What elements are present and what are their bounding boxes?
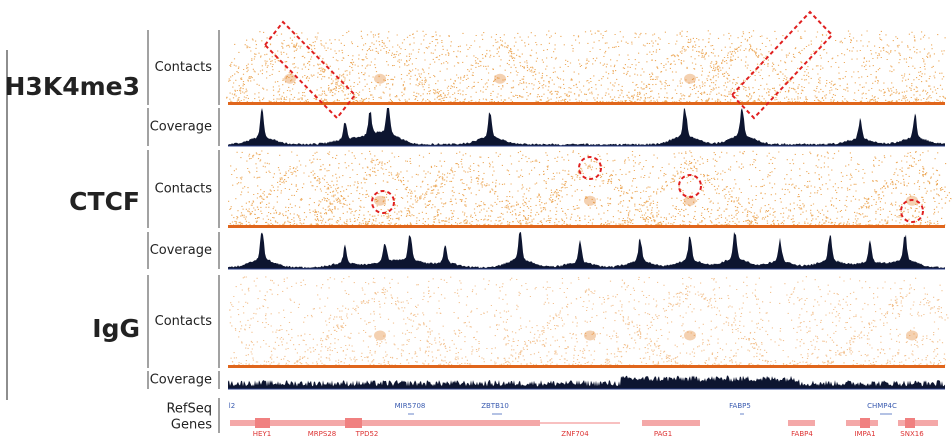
gene-name: FABP5 [729,402,751,410]
track-label: Contacts [155,314,213,329]
contact-hotspot [684,195,696,206]
contact-hotspot [374,73,386,84]
contact-hotspot [584,330,596,341]
highlight-circle [578,156,602,180]
gene-name: ZBTB10 [481,402,509,410]
coverage [228,232,945,269]
gene-name: FABP4 [791,430,813,437]
group-label: CTCF [69,187,140,216]
gene-model [230,420,540,426]
gene-name: TPD52 [355,430,379,437]
gene-name: l2 [229,402,235,410]
gene-name: HEY1 [253,430,271,437]
contact-hotspot [684,73,696,84]
exon [860,418,870,428]
gene-name: IMPA1 [854,430,875,437]
highlight-circle [371,190,395,214]
coverage [228,108,945,146]
contact-hotspot [494,73,506,84]
highlight-circle [678,174,702,198]
gene-model [788,420,815,426]
contact-hotspot [374,330,386,341]
genes-label: RefSeq [166,402,212,417]
diagonal [228,102,945,105]
exon [905,418,915,428]
contact-hotspot [584,195,596,206]
track-label: Coverage [150,120,212,135]
gene-name: CHMP4C [867,402,897,410]
gene-name: PAG1 [654,430,672,437]
gene-model [898,420,938,426]
track-label: Contacts [155,60,213,75]
track-label: Coverage [150,373,212,388]
gene-name: MRPS28 [308,430,336,437]
exon [345,418,362,428]
genes-label: Genes [171,418,212,433]
contact-map [228,150,952,227]
group-label: H3K4me3 [5,72,141,101]
diagonal [228,365,945,368]
contact-map [229,276,949,367]
exon [255,418,270,428]
track-label: Coverage [150,243,212,258]
contact-hotspot [684,330,696,341]
contact-hotspot [906,330,918,341]
group-label: IgG [92,314,140,343]
gene-model [642,420,700,426]
contact-hotspot [284,73,296,84]
gene-name: SNX16 [900,430,924,437]
diagonal [228,225,945,228]
contact-hotspot [374,195,386,206]
gene-name: ZNF704 [561,430,589,437]
track-label: Contacts [155,182,213,197]
gene-name: MIR5708 [395,402,426,410]
highlight-circle [900,199,924,223]
contact-map [226,30,946,104]
coverage [228,375,945,389]
